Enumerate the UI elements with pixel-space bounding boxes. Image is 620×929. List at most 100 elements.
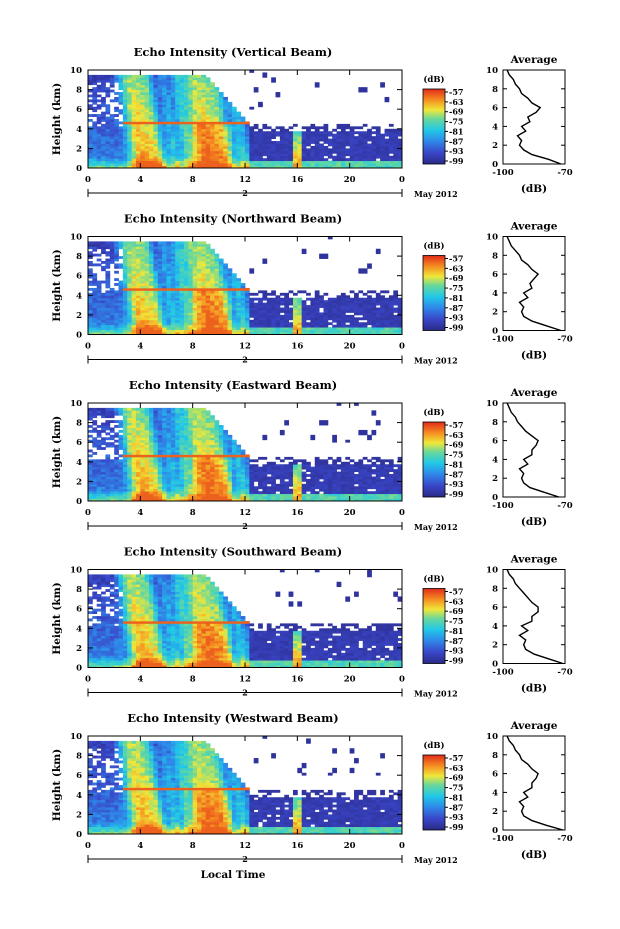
- heatmap-cell: [306, 126, 311, 130]
- heatmap-cell: [319, 332, 324, 335]
- heatmap-cell: [375, 143, 381, 147]
- heatmap-cell: [122, 148, 128, 152]
- heatmap-cell: [310, 329, 316, 333]
- heatmap-cell: [214, 121, 220, 125]
- heatmap-cell: [223, 302, 228, 306]
- heatmap-cell: [149, 136, 154, 139]
- heatmap-cell: [96, 478, 102, 482]
- heatmap-cell: [127, 300, 133, 304]
- heatmap-cell: [188, 92, 194, 95]
- heatmap-cell: [170, 292, 176, 296]
- heatmap-cell: [301, 329, 307, 333]
- heatmap-cell: [197, 422, 202, 426]
- panel-2: Echo Intensity (Northward Beam)0246810He…: [51, 212, 573, 366]
- heatmap-cell: [218, 94, 224, 98]
- heatmap-cell: [201, 486, 207, 490]
- heatmap-cell: [214, 442, 220, 446]
- heatmap-cell: [354, 329, 359, 333]
- heatmap-cell: [114, 155, 119, 159]
- heatmap-cell: [153, 268, 159, 272]
- heatmap-cell: [135, 160, 141, 164]
- heatmap-cell: [201, 302, 207, 306]
- heatmap-cell: [301, 126, 307, 130]
- heatmap-cell: [166, 287, 172, 291]
- heatmap-cell: [323, 319, 329, 323]
- heatmap-cell: [149, 327, 154, 330]
- heatmap-cell: [375, 126, 381, 130]
- heatmap-cell: [236, 116, 242, 120]
- heatmap-cell: [223, 478, 228, 482]
- heatmap-cell: [144, 442, 150, 446]
- heatmap-cell: [201, 432, 207, 436]
- heatmap-cell: [192, 415, 198, 419]
- heatmap-cell: [179, 268, 185, 272]
- heatmap-cell: [96, 410, 102, 414]
- heatmap-cell: [201, 96, 207, 100]
- heatmap-cell: [388, 305, 394, 308]
- heatmap-cell: [354, 327, 359, 330]
- heatmap-cell: [105, 327, 111, 330]
- heatmap-cell: [214, 452, 220, 455]
- heatmap-cell: [157, 483, 163, 487]
- heatmap-cell: [266, 148, 272, 152]
- heatmap-cell: [323, 123, 329, 127]
- heatmap-cell: [114, 329, 119, 333]
- heatmap-cell: [162, 150, 167, 154]
- heatmap-cell: [131, 442, 137, 446]
- heatmap-cell: [140, 138, 146, 142]
- heatmap-cell: [210, 138, 215, 142]
- heatmap-cell: [122, 79, 128, 83]
- heatmap-cell: [201, 280, 207, 284]
- heatmap-cell: [266, 327, 272, 330]
- heatmap-cell: [157, 412, 163, 416]
- heatmap-cell: [218, 119, 224, 122]
- heatmap-cell: [188, 111, 194, 115]
- heatmap-cell: [223, 101, 228, 105]
- heatmap-cell: [266, 133, 272, 137]
- heatmap-cell: [183, 114, 189, 117]
- heatmap-cell: [96, 491, 102, 495]
- heatmap-cell: [210, 275, 215, 279]
- heatmap-cell: [310, 297, 316, 301]
- heatmap-cell: [105, 106, 111, 110]
- profile-y-tick-label: 4: [492, 289, 498, 299]
- heatmap-cell: [393, 324, 399, 328]
- heatmap-cell: [140, 141, 146, 144]
- heatmap-cell: [179, 302, 185, 306]
- heatmap-cell: [284, 300, 290, 304]
- heatmap-cell: [162, 314, 167, 318]
- heatmap-cell: [135, 464, 141, 468]
- heatmap-cell: [175, 449, 180, 453]
- heatmap-cell: [153, 481, 159, 485]
- heatmap-cell: [105, 312, 111, 316]
- heatmap-cell: [127, 268, 133, 272]
- heatmap-cell: [166, 476, 172, 480]
- heatmap-cell: [218, 476, 224, 480]
- heatmap-cell: [140, 287, 146, 291]
- heatmap-cell: [214, 153, 220, 157]
- heatmap-cell: [227, 121, 233, 125]
- heatmap-cell: [332, 160, 337, 164]
- heatmap-cell: [183, 82, 189, 86]
- heatmap-cell: [223, 474, 228, 477]
- heatmap-cell: [114, 496, 119, 499]
- heatmap-cell: [231, 447, 237, 450]
- heatmap-cell: [101, 412, 106, 416]
- heatmap-cell: [179, 442, 185, 446]
- heatmap-cell: [144, 486, 150, 490]
- heatmap-cell: [170, 295, 176, 299]
- heatmap-cell: [140, 459, 146, 463]
- heatmap-cell: [144, 496, 150, 499]
- heatmap-cell: [162, 111, 167, 115]
- heatmap-cell: [362, 153, 368, 157]
- heatmap-cell: [197, 456, 202, 460]
- heatmap-cell: [227, 287, 233, 291]
- heatmap-cell: [131, 278, 137, 281]
- heatmap-cell: [188, 300, 194, 304]
- heatmap-cell: [231, 163, 237, 166]
- heatmap-cell: [175, 121, 180, 125]
- heatmap-cell: [227, 498, 233, 502]
- heatmap-cell: [122, 92, 128, 95]
- heatmap-cell: [262, 136, 268, 139]
- heatmap-cell: [105, 425, 111, 428]
